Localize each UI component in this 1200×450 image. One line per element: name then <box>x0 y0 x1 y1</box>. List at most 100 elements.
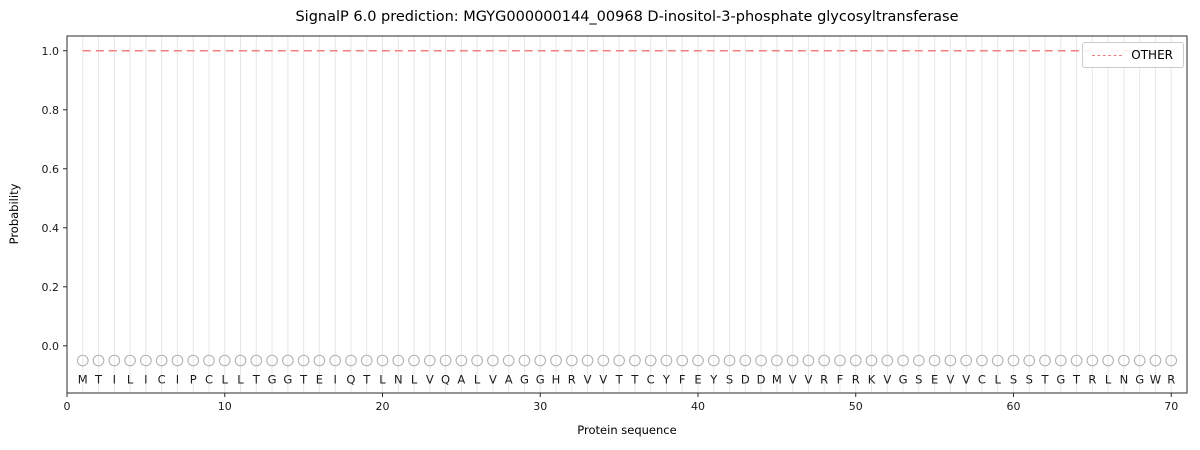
y-tick-label: 0.0 <box>42 340 60 353</box>
residue-marker <box>1133 354 1146 367</box>
residue-letter: V <box>883 373 891 387</box>
residue-letter: A <box>505 373 513 387</box>
residue-letter: N <box>1120 373 1129 387</box>
residue-letter: A <box>457 373 465 387</box>
residue-marker <box>518 354 531 367</box>
residue-marker <box>124 354 136 367</box>
y-tick-label: 0.8 <box>42 104 60 117</box>
residue-letter: Y <box>662 373 671 387</box>
residue-letter: Y <box>709 373 718 387</box>
residue-letter: T <box>1041 373 1050 387</box>
residue-marker <box>108 354 121 367</box>
residue-marker <box>550 354 562 367</box>
y-tick-label: 0.4 <box>42 222 60 235</box>
residue-letter: V <box>946 373 954 387</box>
residue-marker <box>1118 354 1130 367</box>
residue-letter: T <box>252 373 261 387</box>
x-tick-label: 30 <box>533 400 547 413</box>
residue-letter: F <box>837 373 844 387</box>
y-tick-label: 0.6 <box>42 163 60 176</box>
residue-marker <box>1023 354 1036 367</box>
residue-marker <box>281 354 294 367</box>
residue-letter: R <box>568 373 576 387</box>
residue-marker <box>771 354 783 367</box>
residue-marker <box>1165 354 1178 367</box>
residue-marker <box>928 354 941 367</box>
residue-marker <box>487 354 499 367</box>
residue-letter: R <box>1088 373 1096 387</box>
residue-marker <box>581 354 594 367</box>
residue-letter: V <box>789 373 797 387</box>
legend: OTHER <box>1082 42 1184 68</box>
residue-marker <box>676 354 689 367</box>
residue-marker <box>171 354 184 367</box>
residue-marker <box>802 354 815 367</box>
x-tick-label: 40 <box>691 400 705 413</box>
residue-marker <box>187 354 200 367</box>
residue-letter: S <box>1010 373 1017 387</box>
residue-marker <box>897 354 909 367</box>
residue-letter: L <box>994 373 1001 387</box>
residue-marker <box>755 354 767 367</box>
residue-letter: F <box>679 373 686 387</box>
residue-letter: S <box>1026 373 1033 387</box>
residue-letter: M <box>772 373 782 387</box>
residue-marker <box>707 354 720 367</box>
x-axis-label: Protein sequence <box>577 423 677 437</box>
residue-marker <box>376 354 389 367</box>
y-tick-label: 1.0 <box>42 45 60 58</box>
residue-letter: T <box>299 373 308 387</box>
residue-marker <box>313 354 326 367</box>
residue-letter: V <box>962 373 970 387</box>
residue-marker <box>471 354 483 367</box>
legend-label: OTHER <box>1131 48 1173 62</box>
residue-letter: R <box>852 373 860 387</box>
residue-letter: D <box>741 373 750 387</box>
x-tick-label: 10 <box>218 400 232 413</box>
residue-marker <box>991 354 1004 367</box>
residue-letter: W <box>1150 373 1161 387</box>
residue-marker <box>597 354 610 367</box>
residue-marker <box>739 354 752 367</box>
residue-marker <box>76 354 89 367</box>
residue-letter: L <box>127 373 134 387</box>
residue-marker <box>692 354 704 367</box>
residue-letter: V <box>489 373 497 387</box>
residue-marker <box>502 354 515 367</box>
residue-letter: T <box>1072 373 1081 387</box>
residue-letter: V <box>804 373 812 387</box>
residue-letter: Q <box>441 373 450 387</box>
residue-letter: G <box>520 373 529 387</box>
residue-letter: T <box>615 373 624 387</box>
residue-letter: I <box>333 373 336 387</box>
residue-marker <box>439 354 452 367</box>
residue-letter: V <box>426 373 434 387</box>
residue-marker <box>218 354 231 367</box>
residue-marker <box>297 354 310 367</box>
residue-letter: G <box>283 373 292 387</box>
residue-letter: I <box>144 373 147 387</box>
residue-letter: E <box>931 373 938 387</box>
residue-marker <box>1007 354 1020 367</box>
residue-letter: T <box>362 373 371 387</box>
residue-marker <box>1102 354 1114 367</box>
residue-marker <box>345 354 357 367</box>
residue-marker <box>865 354 878 367</box>
residue-marker <box>723 354 736 367</box>
residue-letter: G <box>1056 373 1065 387</box>
residue-letter: L <box>411 373 418 387</box>
residue-marker <box>660 354 673 367</box>
residue-marker <box>613 354 625 367</box>
residue-marker <box>881 354 894 367</box>
residue-letter: G <box>536 373 545 387</box>
residue-marker <box>1054 354 1067 367</box>
residue-marker <box>360 354 373 367</box>
residue-marker <box>423 354 436 367</box>
chart-title: SignalP 6.0 prediction: MGYG000000144_00… <box>295 9 959 25</box>
residue-marker <box>140 354 152 367</box>
residue-marker <box>250 354 263 367</box>
residue-marker <box>644 354 657 367</box>
residue-marker <box>1086 354 1099 367</box>
residue-marker <box>234 354 247 367</box>
